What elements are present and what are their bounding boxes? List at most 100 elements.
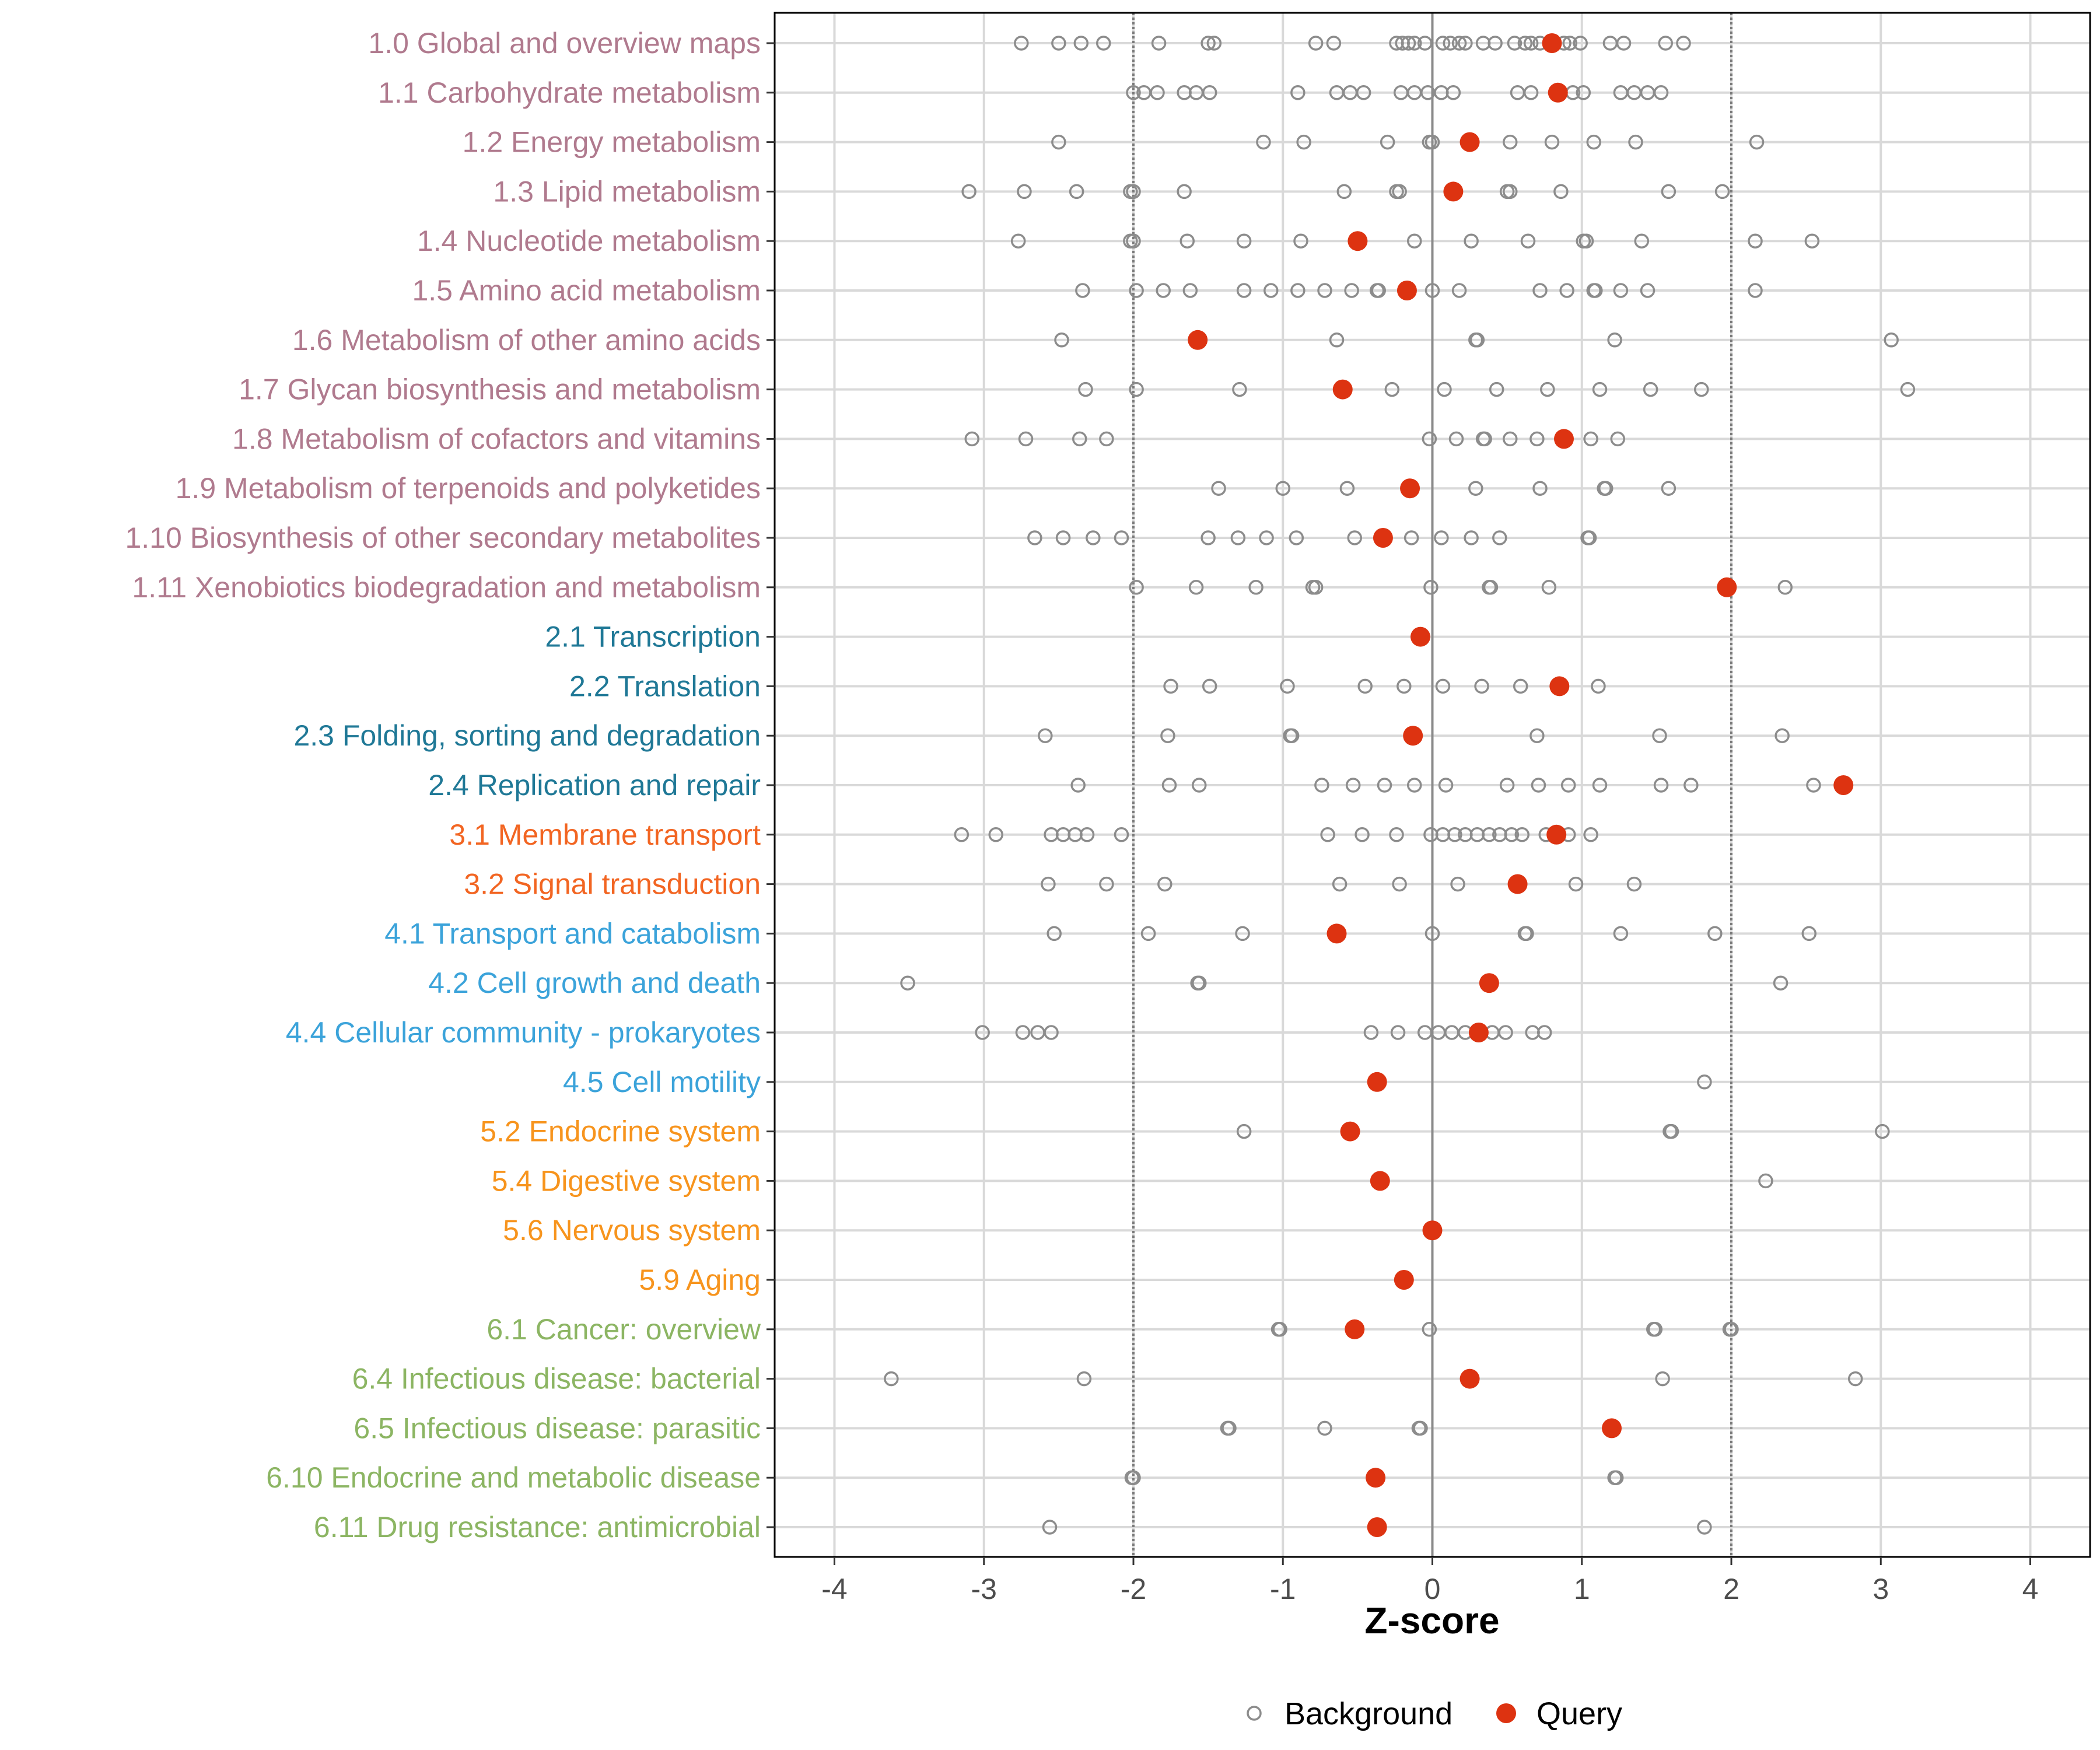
y-tick-label: 1.6 Metabolism of other amino acids <box>292 324 761 356</box>
y-tick-label: 4.5 Cell motility <box>563 1066 761 1098</box>
background-point <box>1592 778 1608 793</box>
background-point <box>1707 926 1723 942</box>
query-point <box>1546 824 1567 845</box>
background-point <box>1468 481 1483 496</box>
background-point <box>1488 36 1503 51</box>
x-tick-label: 0 <box>1424 1573 1441 1605</box>
background-point <box>1724 1322 1739 1337</box>
background-point <box>1264 283 1279 298</box>
background-point <box>1317 1420 1332 1436</box>
y-tick-label: 1.3 Lipid metabolism <box>493 175 761 208</box>
x-tick-label: 4 <box>2022 1573 2039 1605</box>
legend-background-marker <box>1247 1706 1262 1721</box>
background-point <box>964 431 979 447</box>
background-point <box>1469 332 1485 348</box>
background-point <box>1435 678 1451 694</box>
background-point <box>1438 778 1454 793</box>
y-tick-label: 2.3 Folding, sorting and degradation <box>293 719 761 752</box>
background-point <box>1474 678 1489 694</box>
background-point <box>1504 827 1520 842</box>
background-point <box>1390 1025 1406 1040</box>
query-point <box>1348 231 1368 251</box>
background-point <box>1628 134 1643 150</box>
background-point <box>1613 283 1629 298</box>
y-tick-label: 6.5 Infectious disease: parasitic <box>354 1412 761 1444</box>
background-point <box>1448 431 1464 447</box>
background-point <box>1583 827 1598 842</box>
background-point <box>1177 184 1192 200</box>
background-point <box>1099 431 1114 447</box>
background-point <box>1519 926 1534 942</box>
background-point <box>1806 778 1821 793</box>
y-tick-label: 4.1 Transport and catabolism <box>384 917 761 950</box>
x-tick-label: -1 <box>1270 1573 1296 1605</box>
query-point <box>1340 1121 1360 1142</box>
query-point <box>1394 1270 1414 1290</box>
background-point <box>1801 926 1817 942</box>
background-point <box>1320 827 1335 842</box>
background-point <box>1010 233 1026 249</box>
background-point <box>1694 382 1709 397</box>
background-point <box>1200 530 1216 545</box>
background-point <box>1377 778 1392 793</box>
background-point <box>1314 778 1329 793</box>
background-point <box>1592 382 1608 397</box>
y-tick-label: 1.2 Energy metabolism <box>463 126 761 159</box>
background-point <box>1517 36 1533 51</box>
background-point <box>1573 36 1588 51</box>
background-point <box>1424 283 1440 298</box>
background-point <box>1079 827 1095 842</box>
background-point <box>1748 283 1763 298</box>
background-point <box>1450 876 1465 892</box>
x-tick-label: 3 <box>1873 1573 1889 1605</box>
background-point <box>1437 382 1452 397</box>
background-point <box>1482 827 1497 842</box>
background-point <box>1658 36 1673 51</box>
background-point <box>1051 134 1066 150</box>
background-point <box>1290 283 1306 298</box>
query-point <box>1367 1517 1387 1537</box>
background-point <box>1129 382 1144 397</box>
background-point <box>1384 382 1400 397</box>
background-point <box>1232 382 1247 397</box>
background-point <box>1653 778 1669 793</box>
background-point <box>1424 134 1440 150</box>
query-point <box>1403 726 1423 746</box>
background-point <box>1532 283 1548 298</box>
query-point <box>1332 379 1353 400</box>
query-point <box>1373 528 1393 548</box>
background-point <box>1347 530 1362 545</box>
background-point <box>1464 530 1479 545</box>
background-point <box>1422 431 1437 447</box>
background-point <box>1280 678 1295 694</box>
background-point <box>1188 580 1204 595</box>
background-point <box>1317 283 1332 298</box>
background-point <box>1371 283 1386 298</box>
x-tick-label: -2 <box>1121 1573 1146 1605</box>
y-tick-label: 2.4 Replication and repair <box>428 769 761 802</box>
background-point <box>1326 36 1342 51</box>
background-point <box>1114 530 1129 545</box>
y-tick-label: 5.2 Endocrine system <box>480 1115 761 1148</box>
background-point <box>1150 85 1165 100</box>
background-point <box>1541 580 1557 595</box>
background-points <box>884 36 1916 1535</box>
y-tick-label: 1.4 Nucleotide metabolism <box>417 225 761 257</box>
y-tick-label: 1.7 Glycan biosynthesis and metabolism <box>239 373 761 406</box>
query-point <box>1326 923 1347 944</box>
background-point <box>900 975 915 991</box>
background-point <box>1608 1470 1624 1485</box>
background-point <box>1156 283 1171 298</box>
query-point <box>1717 577 1737 597</box>
background-point <box>1096 36 1111 51</box>
background-point <box>1157 876 1172 892</box>
background-point <box>1520 233 1536 249</box>
y-tick-label: 6.10 Endocrine and metabolic disease <box>266 1461 761 1494</box>
background-point <box>1339 481 1355 496</box>
y-tick-label: 2.1 Transcription <box>545 621 761 653</box>
legend: Background Query <box>1247 1696 1622 1731</box>
background-point <box>1114 827 1129 842</box>
background-point <box>1363 1025 1379 1040</box>
background-point <box>1220 1420 1236 1436</box>
background-point <box>1607 332 1622 348</box>
